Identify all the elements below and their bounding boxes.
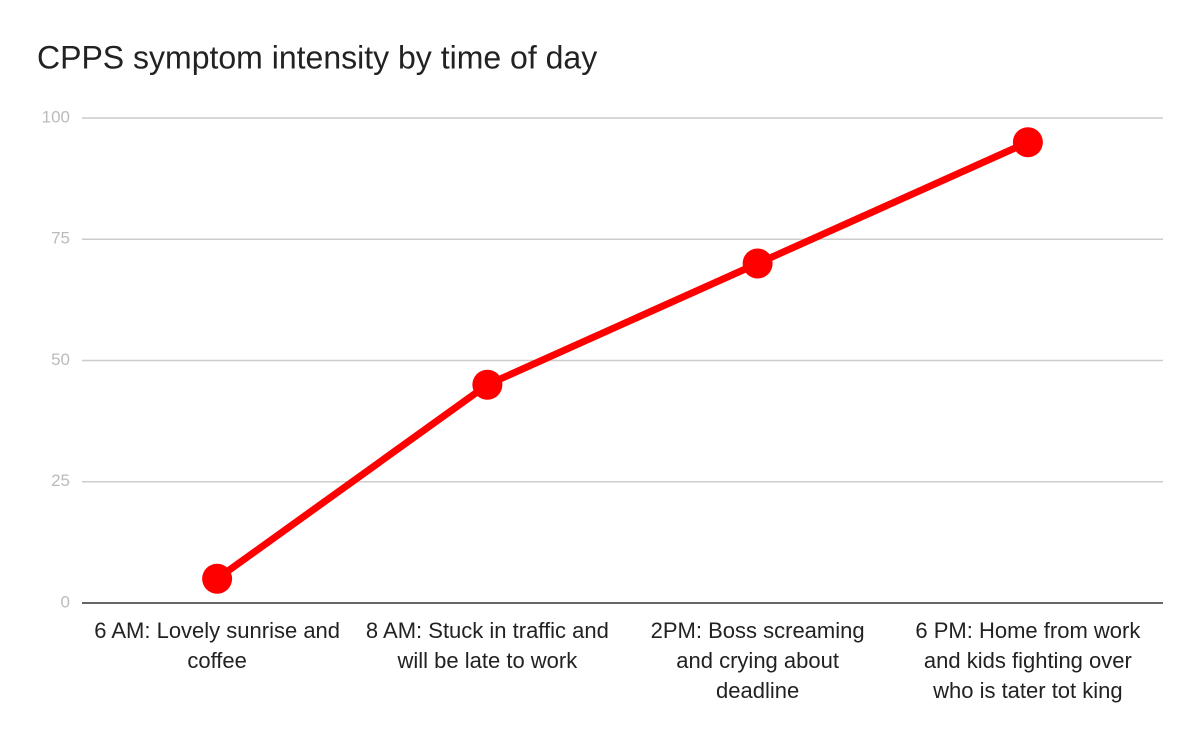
x-tick-label: 8 AM: Stuck in traffic and will be late … xyxy=(365,618,609,673)
y-tick-label: 0 xyxy=(61,592,70,611)
data-point xyxy=(742,248,773,279)
data-point xyxy=(1012,127,1043,158)
data-line xyxy=(215,139,1030,582)
x-tick-label: 6 AM: Lovely sunrise and coffee xyxy=(94,618,341,673)
data-point xyxy=(202,563,233,594)
y-tick-label: 50 xyxy=(51,350,70,369)
chart-title: CPPS symptom intensity by time of day xyxy=(37,39,597,75)
y-tick-label: 75 xyxy=(51,229,70,248)
y-tick-label: 100 xyxy=(42,107,70,126)
x-tick-label: 6 PM: Home from work and kids fighting o… xyxy=(915,618,1141,703)
data-point xyxy=(472,369,503,400)
y-tick-label: 25 xyxy=(51,471,70,490)
x-tick-label: 2PM: Boss screaming and crying about dea… xyxy=(650,618,865,703)
